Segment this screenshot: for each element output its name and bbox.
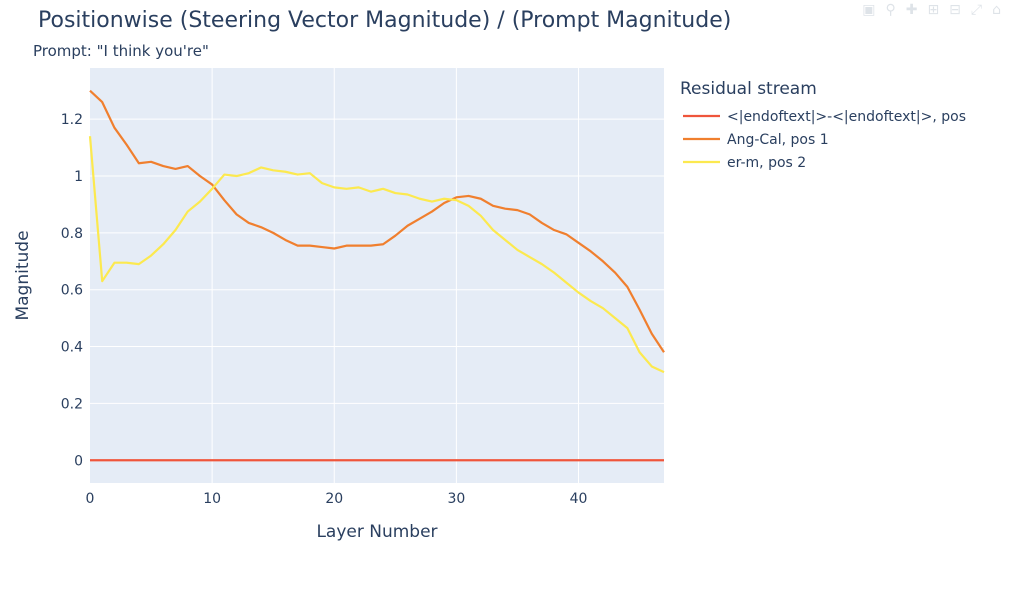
x-tick-label: 20 [325,491,343,507]
x-tick-label: 0 [86,491,95,507]
zoom-out-icon[interactable]: ⊟ [949,2,961,18]
legend-label: er-m, pos 2 [727,155,806,171]
legend-item[interactable]: Ang-Cal, pos 1 [683,132,829,148]
legend-item[interactable]: er-m, pos 2 [683,155,806,171]
y-axis-ticks: 0 0.2 0.4 0.6 0.8 1 1.2 [61,112,83,469]
modebar: ▣ ⚲ ✚ ⊞ ⊟ ⤢ ⌂ [862,2,1001,18]
camera-icon[interactable]: ▣ [862,2,876,18]
x-axis-title: Layer Number [316,522,437,542]
x-tick-label: 40 [570,491,588,507]
reset-icon[interactable]: ⌂ [992,2,1001,18]
y-tick-label: 0.2 [61,396,83,412]
series-line-2[interactable] [89,89,665,353]
x-tick-label: 30 [447,491,465,507]
y-tick-label: 1.2 [61,112,83,128]
series-line-3[interactable] [88,136,665,374]
y-tick-label: 0.8 [61,226,83,242]
y-axis-title: Magnitude [13,230,33,320]
legend-label: Ang-Cal, pos 1 [727,132,829,148]
autoscale-icon[interactable]: ⤢ [970,2,983,18]
pan-icon[interactable]: ✚ [905,2,918,18]
legend-item[interactable]: <|endoftext|>-<|endoftext|>, pos [683,109,966,125]
zoom-icon[interactable]: ⚲ [885,2,896,18]
chart-subtitle: Prompt: "I think you're" [33,42,209,60]
y-tick-label: 0.4 [61,340,83,356]
y-tick-label: 0.6 [61,283,83,299]
legend-label: <|endoftext|>-<|endoftext|>, pos [727,109,966,125]
legend[interactable]: <|endoftext|>-<|endoftext|>, pos Ang-Cal,… [683,109,966,171]
chart-title: Positionwise (Steering Vector Magnitude)… [38,8,732,33]
zoom-in-icon[interactable]: ⊞ [927,2,940,18]
x-tick-label: 10 [203,491,221,507]
y-tick-label: 0 [74,453,83,469]
series-layer [88,89,665,462]
plot-area [90,68,664,483]
y-tick-label: 1 [74,169,83,185]
legend-title: Residual stream [680,79,817,99]
x-axis-ticks: 0 10 20 30 40 [86,491,588,507]
